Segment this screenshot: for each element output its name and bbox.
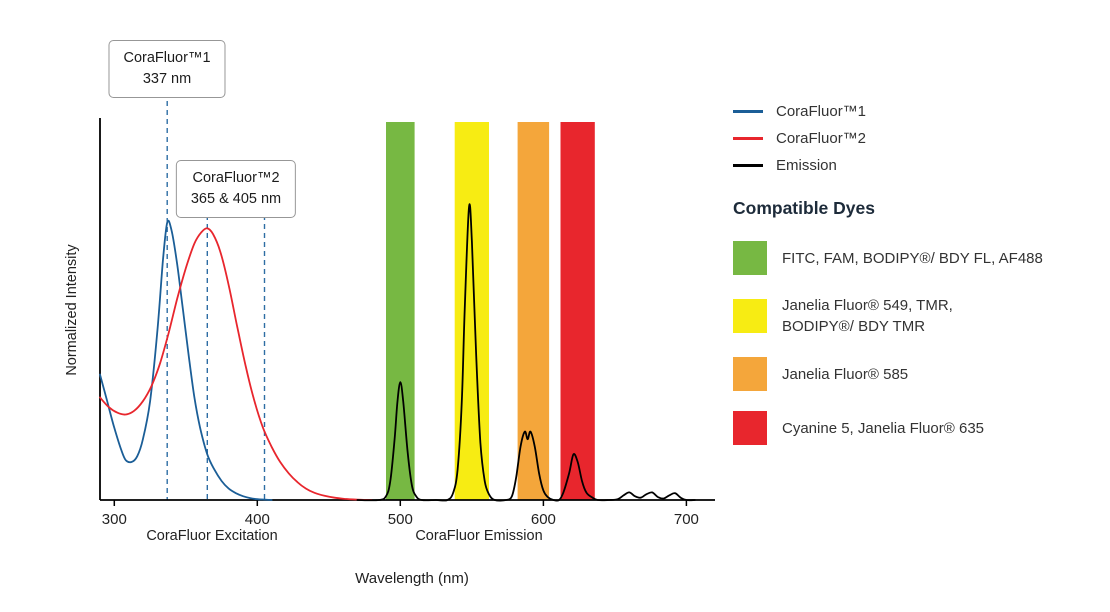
legend-line-sample-corafluor1 (733, 110, 763, 113)
legend-label-emission: Emission (776, 157, 837, 174)
callout-corafluor2-value: 365 & 405 nm (190, 191, 282, 208)
x-tick-label-700: 700 (674, 511, 699, 528)
dye-label-yellow: Janelia Fluor® 549, TMR, BODIPY®/ BDY TM… (782, 297, 953, 335)
dye-band-green (386, 122, 415, 500)
legend-item-corafluor1: CoraFluor™1 (733, 103, 1103, 120)
legend-label-corafluor2: CoraFluor™2 (776, 130, 867, 147)
dye-swatch-orange (733, 357, 767, 391)
legend-line-sample-corafluor2 (733, 137, 763, 140)
y-axis-label: Normalized Intensity (64, 244, 80, 376)
callout-corafluor2-title: CoraFluor™2 (192, 170, 280, 186)
callout-corafluor1: CoraFluor™1 337 nm (108, 40, 226, 99)
x-tick-label-400: 400 (245, 511, 270, 528)
dye-label-green: FITC, FAM, BODIPY®/ BDY FL, AF488 (782, 249, 1043, 267)
dye-item-yellow: Janelia Fluor® 549, TMR, BODIPY®/ BDY TM… (733, 295, 1103, 337)
dye-swatch-red (733, 411, 767, 445)
dye-item-orange: Janelia Fluor® 585 (733, 357, 1103, 391)
spectra-chart: 300 400 500 600 700 (99, 92, 715, 528)
x-tick-label-300: 300 (102, 511, 127, 528)
chart-area: 300 400 500 600 700 Normalized Intensity Cor… (64, 40, 715, 587)
legend-line-sample-emission (733, 164, 763, 167)
dye-list: FITC, FAM, BODIPY®/ BDY FL, AF488 Janeli… (733, 241, 1103, 445)
series-corafluor-2-curve (99, 227, 373, 501)
compatible-dyes-heading: Compatible Dyes (733, 198, 875, 218)
callout-corafluor1-title: CoraFluor™1 (123, 50, 211, 66)
dye-item-red: Cyanine 5, Janelia Fluor® 635 (733, 411, 1103, 445)
series-legend: CoraFluor™1 CoraFluor™2 Emission (733, 103, 1103, 174)
dye-swatch-green (733, 241, 767, 275)
x-axis-label: Wavelength (nm) (355, 570, 469, 587)
dye-swatch-yellow (733, 299, 767, 333)
legend-item-corafluor2: CoraFluor™2 (733, 130, 1103, 147)
callout-corafluor1-value: 337 nm (142, 71, 192, 88)
x-section-label-emission: CoraFluor Emission (415, 528, 543, 544)
legend-item-emission: Emission (733, 157, 1103, 174)
callout-corafluor2: CoraFluor™2 365 & 405 nm (175, 160, 297, 219)
series-corafluor-1-curve (99, 219, 273, 501)
x-tick-label-600: 600 (531, 511, 556, 528)
series-emission-curve (356, 203, 696, 502)
legend-label-corafluor1: CoraFluor™1 (776, 103, 867, 120)
x-section-label-excitation: CoraFluor Excitation (146, 528, 278, 544)
legend-panel: CoraFluor™1 CoraFluor™2 Emission Compati… (733, 103, 1103, 465)
dye-label-orange: Janelia Fluor® 585 (782, 365, 909, 383)
x-tick-label-500: 500 (388, 511, 413, 528)
dye-item-green: FITC, FAM, BODIPY®/ BDY FL, AF488 (733, 241, 1103, 275)
dye-label-red: Cyanine 5, Janelia Fluor® 635 (782, 419, 985, 437)
dye-band-red (560, 122, 595, 500)
